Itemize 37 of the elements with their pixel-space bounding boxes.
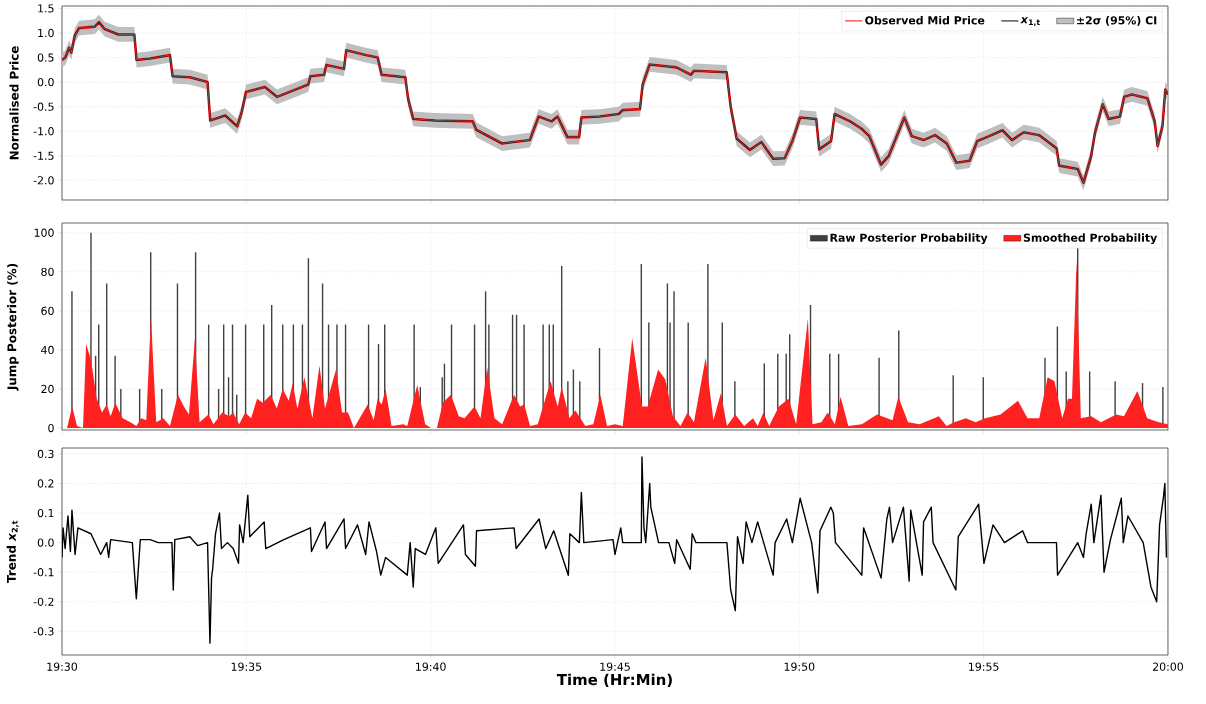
y-axis-title: Normalised Price xyxy=(9,46,19,160)
y-axis-title: Trend x$_{2,t}$ xyxy=(6,520,19,583)
legend-label: ±2σ (95%) CI xyxy=(1077,16,1157,26)
y-tick-label: -0.3 xyxy=(33,627,54,636)
x-tick-label: 19:55 xyxy=(969,662,999,671)
legend-label: Raw Posterior Probability xyxy=(830,233,988,245)
y-tick-label: 0.1 xyxy=(37,508,54,518)
y-tick-label: -1.5 xyxy=(33,151,54,160)
x-tick-label: 19:50 xyxy=(784,662,815,671)
legend-label: Observed Mid Price xyxy=(865,16,985,25)
x-axis-title: Time (Hr:Min) xyxy=(556,673,672,687)
y-tick-label: -0.2 xyxy=(33,597,54,606)
y-tick-label: 0.3 xyxy=(37,449,54,459)
x-tick-label: 19:45 xyxy=(600,662,630,671)
legend-label: x$_{1,t}$ xyxy=(1020,17,1040,27)
y-tick-label: 0.0 xyxy=(37,77,54,87)
y-tick-label: 40 xyxy=(41,345,54,355)
y-tick-label: 0.5 xyxy=(37,53,54,62)
y-tick-label: 100 xyxy=(34,228,54,237)
y-tick-label: 0.0 xyxy=(37,538,54,547)
x-tick-label: 20:00 xyxy=(1152,662,1184,671)
y-tick-label: 60 xyxy=(41,306,54,316)
legend-label: Smoothed Probability xyxy=(1023,233,1158,245)
y-tick-label: 20 xyxy=(41,384,54,394)
y-tick-label: -2.0 xyxy=(33,176,54,185)
y-tick-label: 80 xyxy=(41,267,54,276)
y-tick-label: 0 xyxy=(48,423,54,433)
x-tick-label: 19:40 xyxy=(416,662,446,671)
y-tick-label: -0.5 xyxy=(33,102,54,111)
x-tick-label: 19:30 xyxy=(47,662,78,671)
y-tick-label: 1.0 xyxy=(38,28,54,38)
y-tick-label: -0.1 xyxy=(33,568,54,577)
x-tick-label: 19:35 xyxy=(231,662,262,671)
y-tick-label: -1.0 xyxy=(33,127,54,136)
y-tick-label: 1.5 xyxy=(38,4,54,13)
y-axis-title: Jump Posterior (%) xyxy=(7,263,19,391)
y-tick-label: 0.2 xyxy=(37,479,54,488)
